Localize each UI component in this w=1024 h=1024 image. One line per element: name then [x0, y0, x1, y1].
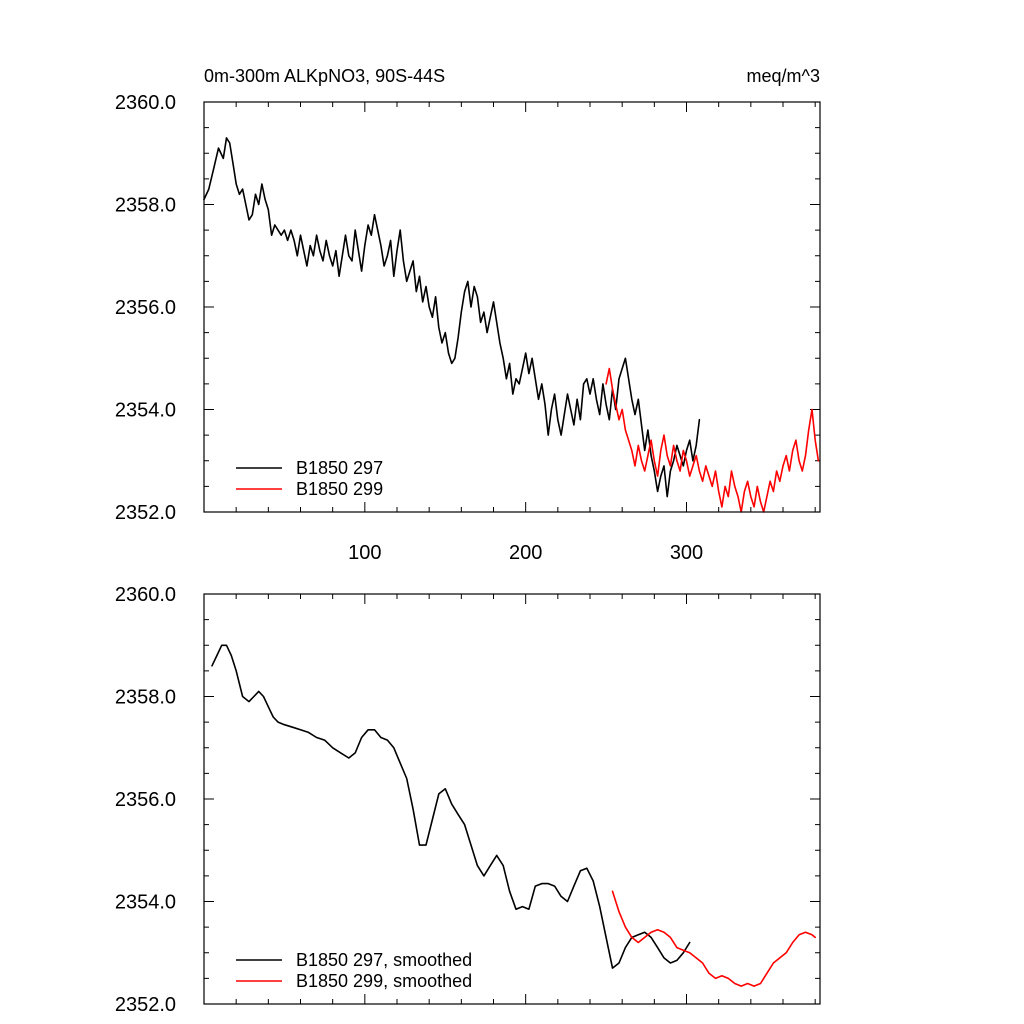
series-line-1 — [605, 367, 820, 513]
bottom-axis-ticks — [204, 593, 820, 1005]
series-line-1 — [611, 890, 817, 987]
top-series-group — [203, 137, 820, 513]
legend-label-0: B1850 297 — [296, 458, 383, 478]
x-tick-label: 200 — [509, 542, 542, 564]
bottom-plot-frame — [203, 593, 821, 1005]
y-tick-label: 2356.0 — [115, 297, 176, 319]
x-tick-label: 300 — [670, 542, 703, 564]
y-tick-label: 2352.0 — [115, 994, 176, 1016]
legend-label-1: B1850 299, smoothed — [296, 971, 472, 991]
series-line-0 — [211, 644, 691, 969]
top-x-axis-labels: 100 200 300 — [348, 542, 703, 564]
top-y-axis-labels: 2352.0 2354.0 2356.0 2358.0 2360.0 — [115, 92, 176, 524]
top-chart-title: 0m-300m ALKpNO3, 90S-44S — [204, 66, 445, 86]
y-tick-label: 2360.0 — [115, 584, 176, 606]
top-chart-units: meq/m^3 — [747, 66, 820, 86]
y-tick-label: 2354.0 — [115, 892, 176, 914]
top-chart-panel: 0m-300m ALKpNO3, 90S-44S meq/m^3 2352.02… — [115, 66, 821, 564]
y-tick-label: 2354.0 — [115, 400, 176, 422]
top-plot-frame — [203, 101, 821, 513]
y-tick-label: 2356.0 — [115, 789, 176, 811]
bottom-series-group — [211, 644, 817, 987]
y-tick-label: 2352.0 — [115, 502, 176, 524]
bottom-y-axis-labels: 2352.0 2354.0 2356.0 2358.0 2360.0 — [115, 584, 176, 1016]
bottom-chart-panel: 2352.0 2354.0 2356.0 2358.0 2360.0 B1850 297… — [115, 584, 821, 1016]
legend-label-1: B1850 299 — [296, 479, 383, 499]
y-tick-label: 2360.0 — [115, 92, 176, 114]
series-line-0 — [203, 137, 701, 498]
top-axis-ticks — [204, 101, 820, 513]
y-tick-label: 2358.0 — [115, 195, 176, 217]
x-tick-label: 100 — [348, 542, 381, 564]
legend-label-0: B1850 297, smoothed — [296, 950, 472, 970]
y-tick-label: 2358.0 — [115, 687, 176, 709]
